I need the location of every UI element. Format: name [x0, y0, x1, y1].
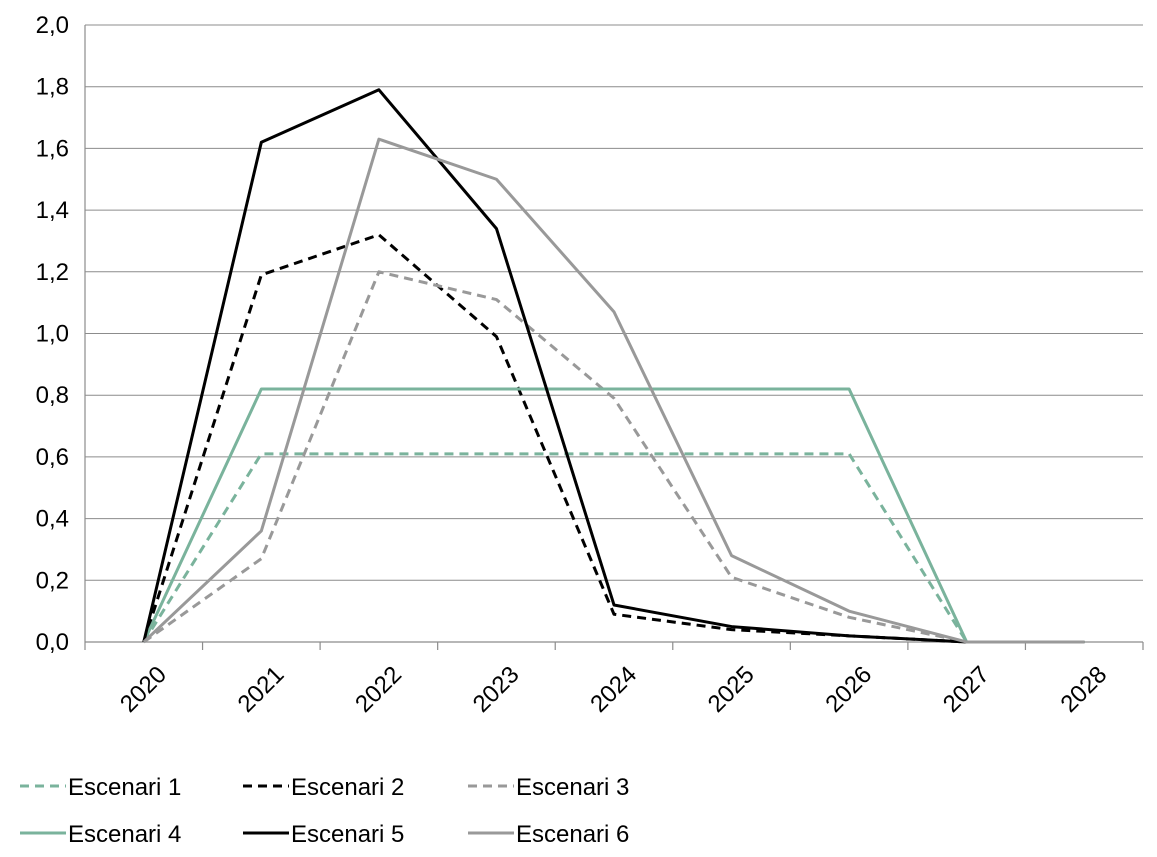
series-line-1 [142, 452, 1085, 644]
x-tick-label: 2022 [350, 661, 407, 718]
y-tick-label: 2,0 [36, 12, 69, 39]
series-line-2 [142, 233, 1085, 644]
x-tick-label: 2025 [703, 661, 760, 718]
y-axis-tick-labels: 0,0 0,2 0,4 0,6 0,8 1,0 1,2 1,4 1,6 1,8 2,0 [36, 12, 69, 656]
x-tick-label: 2020 [115, 661, 172, 718]
legend-label-6: Escenari 6 [516, 821, 629, 848]
legend: Escenari 1 Escenari 2 Escenari 3 Escenari 4… [20, 774, 629, 848]
x-tick-label: 2021 [233, 661, 290, 718]
legend-label-2: Escenari 2 [291, 774, 404, 801]
x-tick-label: 2026 [820, 661, 877, 718]
axes [84, 25, 1144, 650]
series-line-3 [142, 270, 1085, 644]
series-line-6 [142, 137, 1085, 644]
y-tick-label: 1,2 [36, 259, 69, 286]
series-line-5 [142, 88, 1085, 644]
y-tick-label: 1,4 [36, 197, 69, 224]
legend-label-4: Escenari 4 [68, 821, 181, 848]
x-axis-tick-labels: 2020 2021 2022 2023 2024 2025 2026 2027 2028 [115, 661, 1112, 718]
x-tick-label: 2024 [585, 661, 642, 718]
x-tick-label: 2023 [468, 661, 525, 718]
y-tick-label: 0,2 [36, 567, 69, 594]
series-line-4 [142, 387, 1085, 644]
legend-label-5: Escenari 5 [291, 821, 404, 848]
legend-label-3: Escenari 3 [516, 774, 629, 801]
y-tick-label: 0,8 [36, 382, 69, 409]
y-tick-label: 0,6 [36, 444, 69, 471]
series-lines [142, 88, 1085, 644]
y-tick-label: 0,4 [36, 506, 69, 533]
x-tick-label: 2027 [938, 661, 995, 718]
legend-label-1: Escenari 1 [68, 774, 181, 801]
y-tick-label: 0,0 [36, 629, 69, 656]
y-tick-label: 1,6 [36, 135, 69, 162]
x-tick-label: 2028 [1055, 661, 1112, 718]
gridlines [85, 24, 1143, 581]
y-tick-label: 1,8 [36, 74, 69, 101]
y-tick-label: 1,0 [36, 321, 69, 348]
